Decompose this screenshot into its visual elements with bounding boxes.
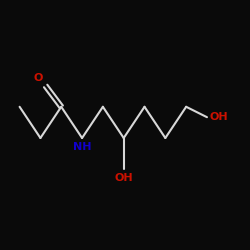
Text: OH: OH <box>114 173 133 183</box>
Text: O: O <box>34 73 43 83</box>
Text: OH: OH <box>210 112 228 122</box>
Text: NH: NH <box>73 142 91 152</box>
